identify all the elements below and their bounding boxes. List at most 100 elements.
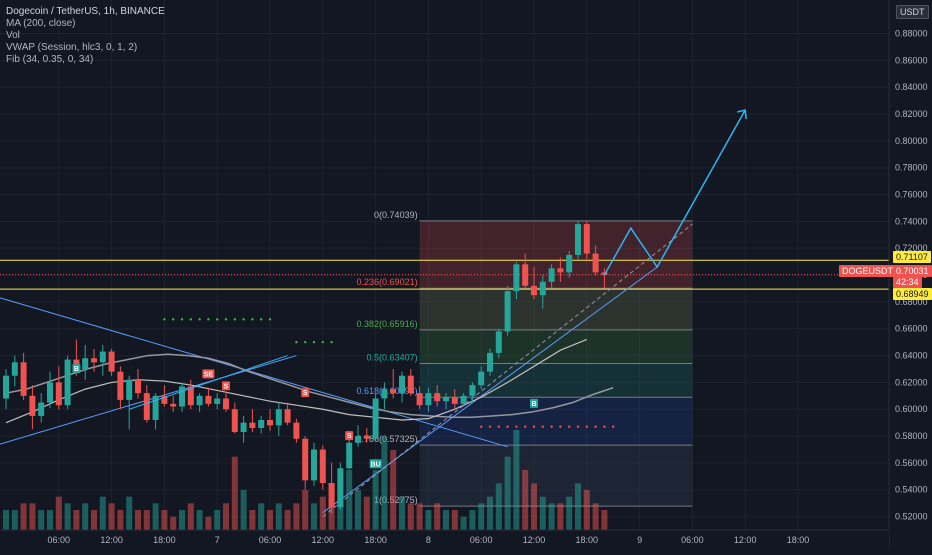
- candle-body: [575, 224, 581, 255]
- price-axis-tick: 0.76000: [895, 190, 928, 200]
- time-axis-tick: 12:00: [734, 535, 757, 545]
- price-label-last: 0.70031: [893, 265, 932, 277]
- candle-body: [29, 395, 36, 416]
- candle-body: [425, 393, 432, 406]
- price-axis-tick: 0.66000: [895, 324, 928, 334]
- dot-marker: [585, 425, 588, 428]
- symbol-title[interactable]: Dogecoin / TetherUS, 1h, BINANCE: [6, 6, 165, 17]
- time-axis-tick: 18:00: [787, 535, 810, 545]
- candle-body: [513, 264, 520, 292]
- dot-marker: [524, 425, 527, 428]
- candle-body: [548, 268, 555, 282]
- candle-body: [355, 436, 361, 443]
- candle-body: [372, 398, 379, 439]
- dot-marker: [198, 318, 201, 321]
- dot-marker: [260, 318, 263, 321]
- price-axis-tick: 0.88000: [895, 29, 928, 39]
- fib-zone: [419, 329, 693, 364]
- candle-body: [443, 397, 449, 402]
- candle-body: [55, 382, 62, 406]
- volume-bar: [363, 496, 370, 530]
- candle-body: [170, 403, 177, 407]
- volume-bar: [196, 510, 203, 530]
- volume-bar: [416, 503, 423, 530]
- candle-body: [143, 393, 150, 420]
- signal-marker: [301, 388, 310, 398]
- price-axis-tick: 0.82000: [895, 109, 928, 119]
- volume-bar: [355, 490, 361, 530]
- candle-body: [249, 422, 256, 429]
- volume-bar: [566, 496, 573, 530]
- price-axis-tick: 0.78000: [895, 163, 928, 173]
- price-label-lower: 0.68949: [893, 288, 932, 300]
- signal-marker: [202, 369, 215, 379]
- dot-marker: [603, 425, 606, 428]
- trendline-support[interactable]: [322, 266, 658, 513]
- volume-bar: [407, 503, 414, 530]
- candle-body: [231, 409, 238, 433]
- candle-body: [258, 419, 265, 429]
- time-axis-tick: 12:00: [523, 535, 546, 545]
- indicator-fib[interactable]: Fib (34, 0.35, 0, 34): [6, 54, 94, 65]
- price-axis-tick: 0.84000: [895, 82, 928, 92]
- volume-bar: [548, 503, 555, 530]
- dot-marker: [532, 425, 536, 428]
- volume-bar: [495, 483, 502, 530]
- volume-bar: [311, 503, 317, 530]
- time-axis-tick: 06:00: [259, 535, 282, 545]
- volume-bar: [513, 430, 520, 530]
- candle-body: [135, 379, 141, 394]
- volume-bar: [179, 510, 185, 530]
- volume-bar: [108, 503, 115, 530]
- small-arrow-line[interactable]: [129, 355, 288, 410]
- dot-marker: [242, 318, 245, 321]
- volume-bar: [592, 503, 599, 530]
- projection-path[interactable]: [603, 109, 746, 276]
- volume-bar: [161, 510, 168, 530]
- time-axis-tick: 18:00: [153, 535, 176, 545]
- time-axis-tick: 7: [215, 535, 220, 545]
- candle-body: [478, 371, 485, 386]
- dot-marker: [594, 425, 597, 428]
- candle-body: [3, 375, 9, 399]
- chart-legend: Dogecoin / TetherUS, 1h, BINANCE MA (200…: [6, 6, 165, 66]
- dot-marker: [268, 318, 272, 321]
- candle-body: [381, 389, 388, 399]
- candle-body: [196, 395, 203, 406]
- candle-body: [64, 359, 71, 406]
- dot-marker: [541, 425, 544, 428]
- signal-marker: [222, 381, 230, 391]
- price-axis-tick: 0.62000: [895, 377, 928, 387]
- volume-bar: [425, 510, 432, 530]
- volume-bar: [451, 510, 458, 530]
- currency-badge[interactable]: USDT: [896, 5, 929, 19]
- volume-bar: [399, 496, 405, 530]
- time-axis-tick: 06:00: [470, 535, 493, 545]
- indicator-ma[interactable]: MA (200, close): [6, 18, 76, 29]
- dot-marker: [515, 425, 518, 428]
- candle-body: [460, 395, 467, 404]
- trendline-dashed[interactable]: [322, 223, 693, 517]
- volume-bar: [3, 510, 9, 530]
- candle-body: [399, 375, 405, 394]
- dot-marker: [207, 318, 210, 321]
- dot-marker: [251, 318, 254, 321]
- indicator-vol[interactable]: Vol: [6, 30, 20, 41]
- signal-marker: [369, 459, 382, 469]
- dot-marker: [330, 340, 333, 344]
- candle-body: [592, 253, 599, 273]
- candle-body: [187, 386, 194, 406]
- volume-bar: [143, 510, 150, 530]
- candle-body: [161, 395, 168, 404]
- fib-level-label: 0(0.74039): [374, 210, 418, 220]
- dot-marker: [304, 340, 307, 344]
- time-axis-tick: 06:00: [48, 535, 71, 545]
- volume-bar: [29, 503, 36, 530]
- volume-bar: [487, 496, 493, 530]
- dot-marker: [163, 318, 166, 321]
- trendline-descending[interactable]: [0, 297, 508, 448]
- indicator-vwap[interactable]: VWAP (Session, hlc3, 0, 1, 2): [6, 42, 138, 53]
- time-axis[interactable]: [0, 530, 889, 550]
